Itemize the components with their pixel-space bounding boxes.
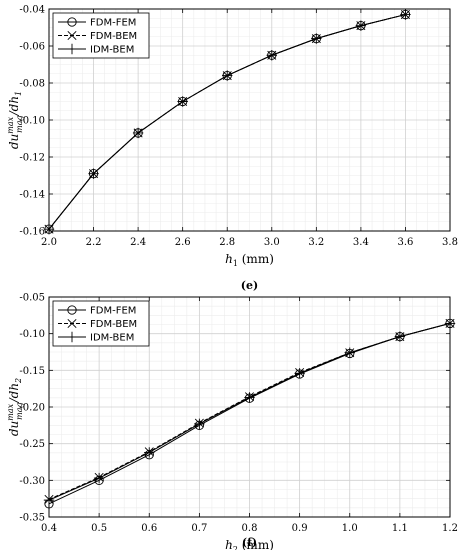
- legend: FDM-FEM FDM-BEM IDM-BEM: [52, 300, 150, 347]
- data-point-plus: [93, 472, 105, 484]
- x-tick-label: 2.6: [175, 237, 191, 248]
- legend-marker-plus: [66, 331, 78, 343]
- x-tick-label: 2.0: [41, 237, 57, 248]
- data-point-plus: [43, 494, 55, 506]
- y-tick-label: -0.10: [19, 329, 45, 340]
- legend-marker-circle: [67, 305, 77, 315]
- legend-marker-x: [67, 30, 77, 41]
- legend-marker-plus: [66, 43, 78, 55]
- x-tick-label: 3.8: [442, 237, 458, 248]
- x-tick-label: 1.1: [392, 523, 408, 534]
- data-point-plus: [222, 70, 233, 81]
- series-idm-bem: [43, 9, 411, 235]
- legend-marker-circle: [67, 17, 77, 27]
- x-tick-label: 3.4: [353, 237, 369, 248]
- x-tick-label: 0.6: [141, 523, 157, 534]
- data-point-plus: [132, 127, 144, 139]
- y-tick-label: -0.05: [19, 293, 45, 304]
- x-axis-label: h2 (mm): [225, 538, 274, 550]
- y-tick-label: -0.16: [19, 227, 45, 238]
- data-point-plus: [344, 347, 355, 358]
- legend-box: [52, 300, 150, 347]
- y-tick-label: -0.04: [19, 5, 45, 16]
- legend-box: [52, 12, 150, 59]
- data-point-plus: [144, 447, 155, 458]
- panel-caption: (e): [241, 279, 258, 292]
- y-tick-label: -0.30: [19, 476, 45, 487]
- data-point-plus: [394, 331, 406, 342]
- x-tick-label: 3.2: [308, 237, 324, 248]
- x-axis-label-main: h: [225, 252, 233, 266]
- x-tick-label: 0.4: [41, 523, 57, 534]
- chart-e: 2.0 2.2 2.4 2.6 2.8 3.0 3.2 3.4 3.6 3.8 -0.16 -0.14…: [6, 5, 458, 293]
- x-tick-label: 0.9: [292, 523, 308, 534]
- legend-label: IDM-BEM: [90, 333, 134, 344]
- x-tick-label: 3.0: [264, 237, 280, 248]
- x-tick-label: 3.6: [397, 237, 413, 248]
- y-axis-label: dumaxmag/dh2: [6, 378, 24, 436]
- data-point-plus: [194, 418, 205, 430]
- y-tick-label: -0.20: [19, 403, 45, 414]
- data-point-plus: [311, 33, 322, 44]
- data-point-plus: [88, 168, 99, 179]
- y-axis-label-sub: mag: [15, 402, 24, 419]
- y-axis-label-sup: max: [6, 116, 15, 133]
- x-tick-label: 1.0: [342, 523, 358, 534]
- y-tick-label: -0.14: [19, 190, 45, 201]
- x-tick-label: 0.8: [242, 523, 258, 534]
- legend-label: FDM-FEM: [90, 18, 136, 29]
- panel-caption: (f): [242, 536, 257, 549]
- x-axis-label-unit: (mm): [238, 538, 274, 550]
- data-point-plus: [400, 9, 411, 20]
- x-tick-label: 2.8: [219, 237, 235, 248]
- x-tick-label: 0.7: [191, 523, 207, 534]
- y-tick-label: -0.12: [19, 153, 45, 164]
- x-tick-label: 0.5: [91, 523, 107, 534]
- y-axis-label-mid: /dh: [7, 383, 21, 403]
- x-tick-label: 2.4: [130, 237, 146, 248]
- y-axis-label-sub: mag: [15, 115, 24, 132]
- legend-marker-x: [67, 318, 77, 329]
- y-axis-label-base: du: [7, 421, 21, 436]
- x-axis-label-unit: (mm): [238, 252, 274, 266]
- y-tick-label: -0.06: [19, 42, 45, 53]
- y-tick-label: -0.25: [19, 439, 45, 450]
- data-point-plus: [294, 368, 305, 379]
- y-tick-label: -0.35: [19, 513, 45, 524]
- x-tick-label: 2.2: [86, 237, 102, 248]
- y-axis-label-base: du: [7, 134, 21, 149]
- x-axis-label-main: h: [225, 538, 233, 550]
- legend-label: FDM-BEM: [90, 31, 137, 42]
- y-axis-label-sup: max: [6, 403, 15, 420]
- y-tick-label: -0.08: [19, 79, 45, 90]
- y-axis-label-mid: /dh: [7, 96, 21, 116]
- data-point-plus: [43, 223, 55, 235]
- y-tick-label: -0.10: [19, 116, 45, 127]
- data-point-plus: [266, 50, 277, 61]
- x-axis-label-sub: 1: [233, 259, 238, 268]
- legend-label: IDM-BEM: [90, 45, 134, 56]
- x-axis-label: h1 (mm): [225, 252, 274, 268]
- chart-f: 0.4 0.5 0.6 0.7 0.8 0.9 1.0 1.1 1.2 -0.35 -0.30 -0.…: [6, 293, 458, 550]
- y-axis-label: dumaxmag/dh1: [6, 91, 24, 149]
- legend-label: FDM-BEM: [90, 319, 137, 330]
- legend: FDM-FEM FDM-BEM IDM-BEM: [52, 12, 150, 59]
- data-point-plus: [355, 20, 367, 31]
- y-axis-label-tail: 2: [14, 378, 23, 384]
- x-tick-label: 1.2: [442, 523, 458, 534]
- y-tick-label: -0.15: [19, 366, 45, 377]
- x-axis-label-sub: 2: [233, 545, 238, 550]
- data-point-plus: [177, 96, 188, 107]
- data-point-plus: [244, 392, 255, 403]
- data-point-plus: [444, 318, 456, 329]
- series-idm-bem: [43, 318, 456, 506]
- y-axis-label-tail: 1: [14, 91, 23, 96]
- legend-label: FDM-FEM: [90, 306, 136, 317]
